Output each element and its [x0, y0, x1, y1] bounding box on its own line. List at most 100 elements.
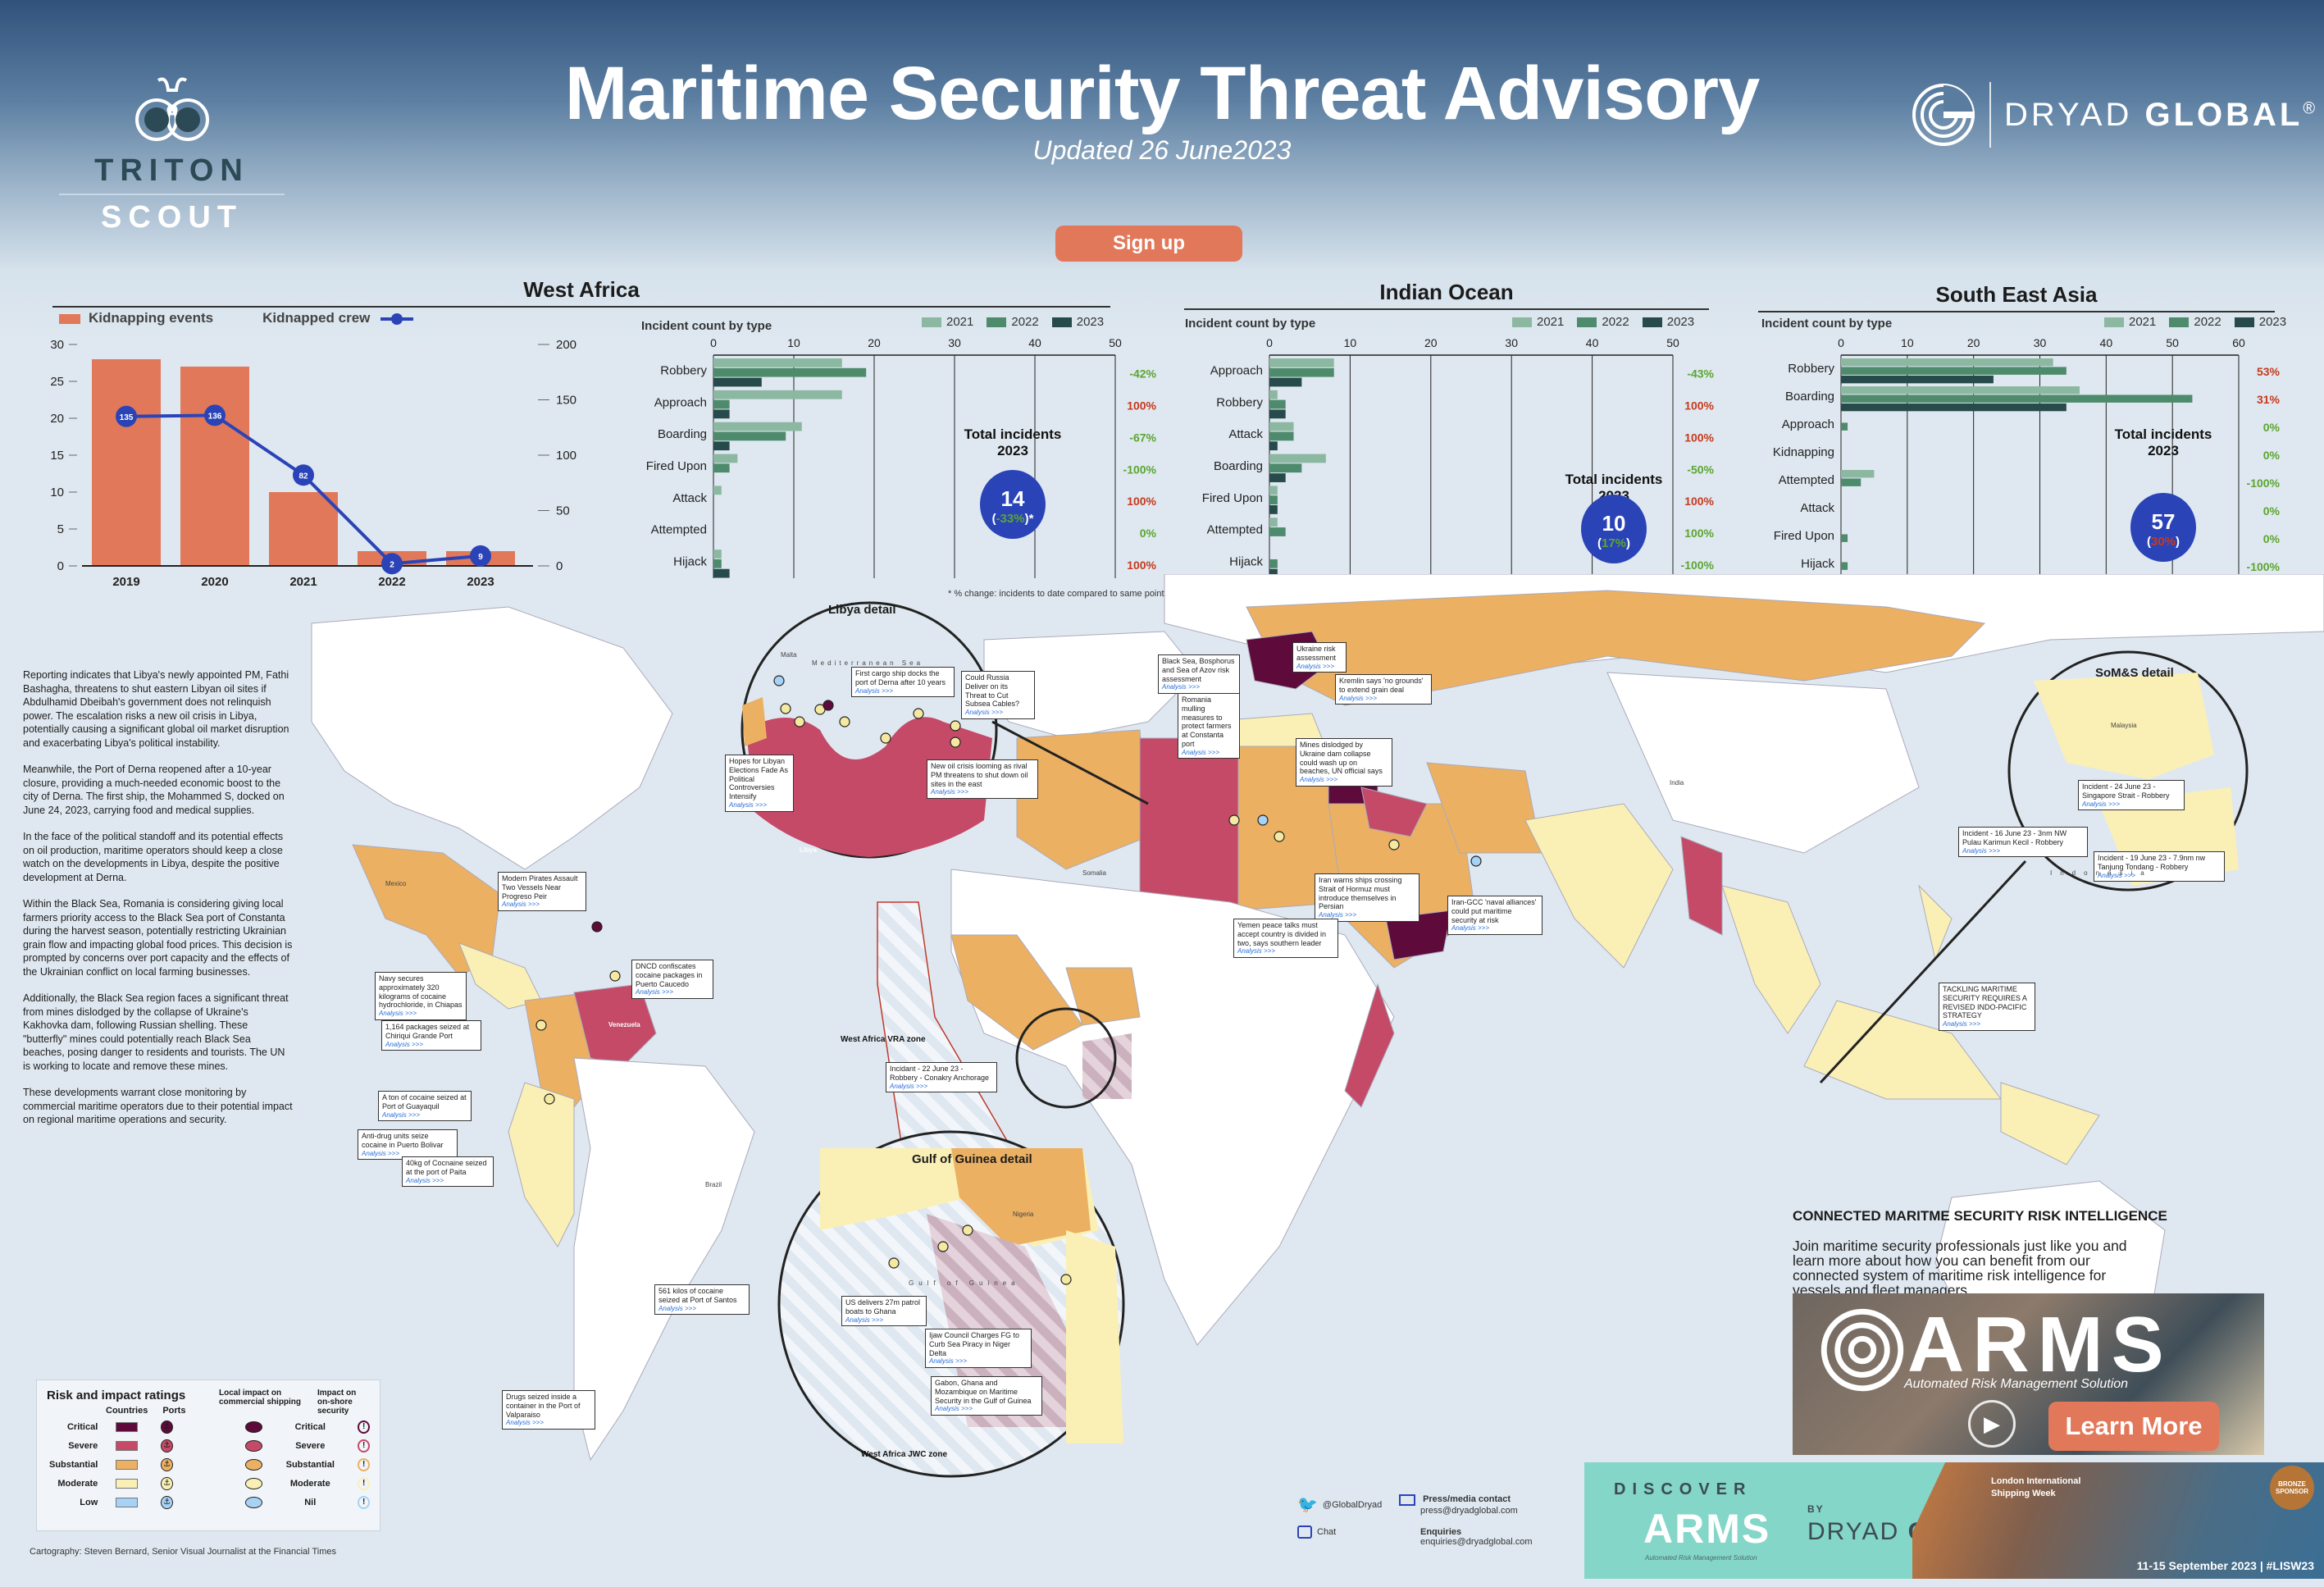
svg-text:2023: 2023: [997, 443, 1028, 458]
callout-conakry[interactable]: Incidant - 22 June 23 - Robbery - Conakr…: [886, 1062, 997, 1093]
callout-libya-oil[interactable]: New oil crisis looming as rival PM threa…: [927, 759, 1038, 799]
analysis-link[interactable]: Analysis >>>: [362, 1149, 400, 1157]
analysis-link[interactable]: Analysis >>>: [1943, 1020, 1981, 1028]
callout-derna[interactable]: First cargo ship docks the port of Derna…: [851, 667, 955, 698]
io-year-legend: 2021 2022 2023: [1512, 315, 1694, 329]
callout-progreso[interactable]: Modern Pirates Assault Two Vessels Near …: [498, 872, 586, 911]
analysis-link[interactable]: Analysis >>>: [845, 1316, 884, 1324]
country-swatch: [116, 1421, 139, 1432]
analysis-link[interactable]: Analysis >>>: [2098, 871, 2136, 879]
analysis-link[interactable]: Analysis >>>: [385, 1040, 424, 1048]
world-risk-map[interactable]: [0, 574, 2324, 1587]
mail-icon: [1399, 1494, 1415, 1506]
analysis-link[interactable]: Analysis >>>: [1319, 911, 1357, 919]
analysis-link[interactable]: Analysis >>>: [382, 1110, 421, 1119]
analysis-link[interactable]: Analysis >>>: [502, 901, 540, 909]
analysis-link[interactable]: Analysis >>>: [1339, 694, 1378, 702]
soms-detail-title: SoM&S detail: [2095, 666, 2174, 680]
binoculars-icon: [134, 77, 209, 141]
callout-santos[interactable]: 561 kilos of cocaine seized at Port of S…: [654, 1284, 750, 1316]
enquiries-contact[interactable]: Enquiries enquiries@dryadglobal.com: [1420, 1527, 1533, 1547]
svg-text:0%: 0%: [2263, 449, 2281, 462]
legend-2022: 2022: [987, 315, 1039, 329]
twitter-link[interactable]: 🐦 @GlobalDryad: [1297, 1496, 1383, 1514]
callout-singapore-24[interactable]: Incident - 24 June 23 - Singapore Strait…: [2078, 780, 2185, 811]
callout-black-sea[interactable]: Black Sea, Bosphorus and Sea of Azov ris…: [1158, 654, 1240, 694]
risk-legend: Risk and impact ratings Countries Ports …: [36, 1380, 380, 1531]
arms-video-banner[interactable]: ARMS Automated Risk Management Solution …: [1793, 1293, 2264, 1455]
analysis-link[interactable]: Analysis >>>: [1182, 748, 1220, 756]
analysis-link[interactable]: Analysis >>>: [965, 709, 1004, 717]
callout-ukraine[interactable]: Ukraine risk assessment Analysis >>>: [1292, 642, 1347, 673]
analysis-link[interactable]: Analysis >>>: [1451, 924, 1490, 933]
callout-karimun[interactable]: Incident - 16 June 23 - 3nm NW Pulau Kar…: [1958, 827, 2088, 858]
callout-guayaquil[interactable]: A ton of cocaine seized at Port of Guaya…: [378, 1091, 472, 1122]
callout-kremlin[interactable]: Kremlin says 'no grounds' to extend grai…: [1335, 674, 1432, 705]
callout-hormuz[interactable]: Iran warns ships crossing Strait of Horm…: [1315, 873, 1419, 922]
press-contact[interactable]: Press/media contact press@dryadglobal.co…: [1399, 1494, 1518, 1516]
analysis-link[interactable]: Analysis >>>: [931, 788, 969, 796]
logo-line-1: TRITON: [94, 153, 249, 188]
callout-tondang[interactable]: Incident - 19 June 23 - 7.9nm nw Tanjung…: [2094, 851, 2225, 882]
place-label: India: [1670, 779, 1684, 787]
place-label: Nigeria: [1013, 1211, 1034, 1218]
callout-ghana-boats[interactable]: US delivers 27m patrol boats to Ghana Ana…: [841, 1296, 927, 1327]
indian-ocean-incident-chart: 0 10 20 30 40 50 Approach -43% Robbery 100% Attack…: [1202, 336, 1715, 578]
callout-romania[interactable]: Romania mulling measures to protect farm…: [1178, 693, 1240, 759]
callout-bolivar[interactable]: Anti-drug units seize cocaine in Puerto …: [358, 1129, 458, 1161]
analysis-link[interactable]: Analysis >>>: [1300, 776, 1338, 784]
analysis-link[interactable]: Analysis >>>: [379, 1010, 417, 1018]
svg-text:(-33%)*: (-33%)*: [992, 512, 1034, 526]
svg-text:100%: 100%: [1684, 527, 1714, 540]
arms-subtitle: Automated Risk Management Solution: [1904, 1377, 2129, 1391]
callout-libya-elections[interactable]: Hopes for Libyan Elections Fade As Polit…: [725, 755, 794, 812]
svg-text:10: 10: [787, 336, 800, 349]
callout-valparaiso[interactable]: Drugs seized inside a container in the P…: [502, 1390, 595, 1430]
callout-chiriqui[interactable]: 1,164 packages seized at Chiriqui Grande…: [381, 1020, 481, 1051]
learn-more-button[interactable]: Learn More: [2048, 1402, 2219, 1451]
analysis-link[interactable]: Analysis >>>: [506, 1419, 545, 1427]
analysis-link[interactable]: Analysis >>>: [1162, 683, 1201, 691]
svg-text:Attempted: Attempted: [651, 523, 707, 537]
sign-up-button[interactable]: Sign up: [1055, 226, 1242, 262]
analysis-link[interactable]: Analysis >>>: [658, 1304, 697, 1312]
svg-text:-100%: -100%: [2247, 560, 2281, 573]
callout-gabon[interactable]: Gabon, Ghana and Mozambique on Maritime …: [931, 1376, 1042, 1416]
analysis-link[interactable]: Analysis >>>: [406, 1176, 444, 1184]
callout-mines[interactable]: Mines dislodged by Ukraine dam collapse …: [1296, 738, 1392, 787]
analysis-link[interactable]: Analysis >>>: [929, 1357, 968, 1366]
analysis-link[interactable]: Analysis >>>: [729, 800, 768, 809]
sea-year-legend: 2021 2022 2023: [2104, 315, 2286, 329]
svg-text:(17%): (17%): [1597, 536, 1630, 550]
legend-col-ports: Ports: [162, 1406, 186, 1416]
analysis-link[interactable]: Analysis >>>: [890, 1082, 928, 1090]
analysis-link[interactable]: Analysis >>>: [1237, 947, 1276, 955]
discover-arms-banner[interactable]: DISCOVER ARMS Automated Risk Management …: [1584, 1462, 2324, 1579]
svg-text:Hijack: Hijack: [1229, 555, 1263, 569]
discover-arms-sub: Automated Risk Management Solution: [1645, 1554, 1757, 1562]
play-icon[interactable]: ▶: [1968, 1400, 2016, 1448]
wa-year-legend: 2021 2022 2023: [922, 315, 1104, 329]
dryad-global-logo[interactable]: DRYAD GLOBAL®: [1911, 82, 2318, 148]
callout-paita[interactable]: 40kg of Cocnaine seized at the port of P…: [402, 1156, 494, 1188]
place-label: Malta: [781, 651, 797, 659]
callout-iran-gcc[interactable]: Iran-GCC 'naval alliances' could put mar…: [1447, 896, 1542, 935]
analysis-link[interactable]: Analysis >>>: [1296, 662, 1335, 670]
chat-link[interactable]: Chat: [1297, 1525, 1336, 1539]
callout-indo-pacific[interactable]: TACKLING MARITIME SECURITY REQUIRES A RE…: [1939, 983, 2035, 1031]
analysis-link[interactable]: Analysis >>>: [636, 988, 674, 996]
svg-text:50: 50: [2166, 336, 2179, 349]
analysis-link[interactable]: Analysis >>>: [935, 1405, 973, 1413]
callout-dncd[interactable]: DNCD confiscates cocaine packages in Pue…: [631, 960, 713, 999]
callout-subsea[interactable]: Could Russia Deliver on its Threat to Cu…: [961, 671, 1035, 719]
callout-ijaw[interactable]: Ijaw Council Charges FG to Curb Sea Pira…: [925, 1329, 1032, 1368]
callout-yemen[interactable]: Yemen peace talks must accept country is…: [1233, 919, 1338, 958]
analysis-link[interactable]: Analysis >>>: [855, 686, 894, 695]
analysis-link[interactable]: Analysis >>>: [2082, 800, 2121, 808]
svg-text:Total incidents: Total incidents: [1565, 472, 1663, 487]
alert-icon: !: [358, 1495, 370, 1509]
analysis-link[interactable]: Analysis >>>: [1962, 846, 2001, 855]
legend-kidnapped-crew: Kidnapped crew: [262, 310, 414, 326]
legend-kidnapping-events: Kidnapping events: [59, 310, 213, 326]
callout-chiapas[interactable]: Navy secures approximately 320 kilograms…: [375, 972, 467, 1020]
